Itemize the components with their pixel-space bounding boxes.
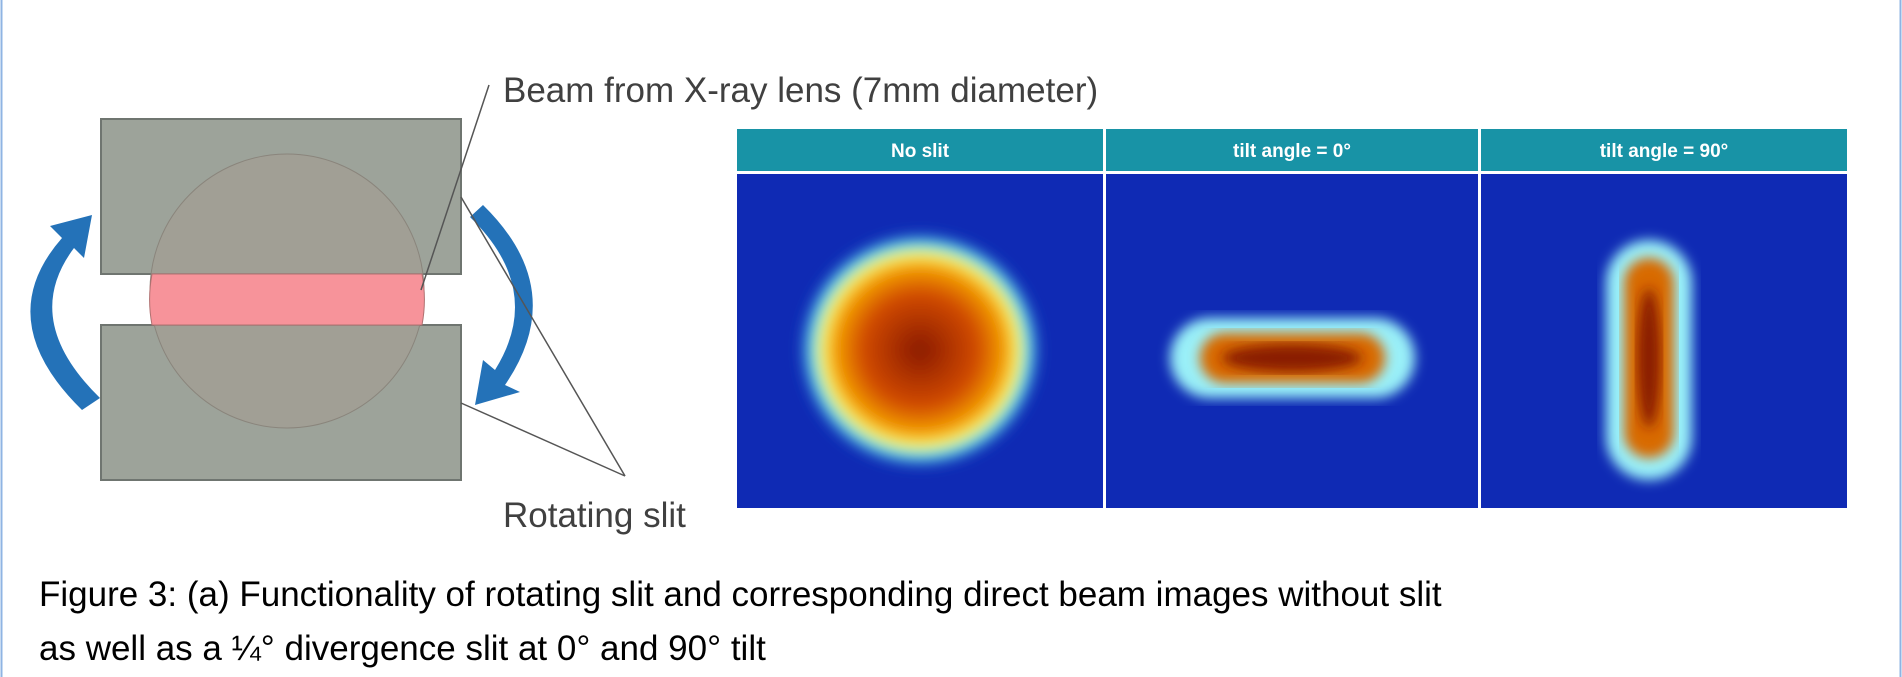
leader-line bbox=[461, 197, 625, 476]
beam-spot bbox=[795, 228, 1045, 472]
rotate-arrow-left bbox=[30, 215, 100, 410]
panel-title: No slit bbox=[891, 141, 950, 162]
beam-core bbox=[1222, 344, 1362, 372]
beam-core bbox=[1637, 288, 1661, 428]
panel-title: tilt angle = 90° bbox=[1600, 141, 1729, 162]
beam-slice bbox=[150, 274, 425, 325]
caption-line: Figure 3: (a) Functionality of rotating … bbox=[39, 575, 1442, 614]
slit-label: Rotating slit bbox=[503, 496, 686, 535]
panel-title: tilt angle = 0° bbox=[1233, 141, 1351, 162]
beam-images: No slit tilt angle = 0° tilt angle = 90° bbox=[737, 129, 1847, 508]
rotate-arrow-right bbox=[470, 205, 533, 405]
caption-line: as well as a ¼° divergence slit at 0° an… bbox=[39, 629, 766, 668]
page: Beam from X-ray lens (7mm diameter) Rota… bbox=[0, 0, 1902, 677]
figure: Beam from X-ray lens (7mm diameter) Rota… bbox=[0, 0, 1902, 677]
leader-line bbox=[461, 403, 625, 476]
beam-label: Beam from X-ray lens (7mm diameter) bbox=[503, 71, 1098, 110]
